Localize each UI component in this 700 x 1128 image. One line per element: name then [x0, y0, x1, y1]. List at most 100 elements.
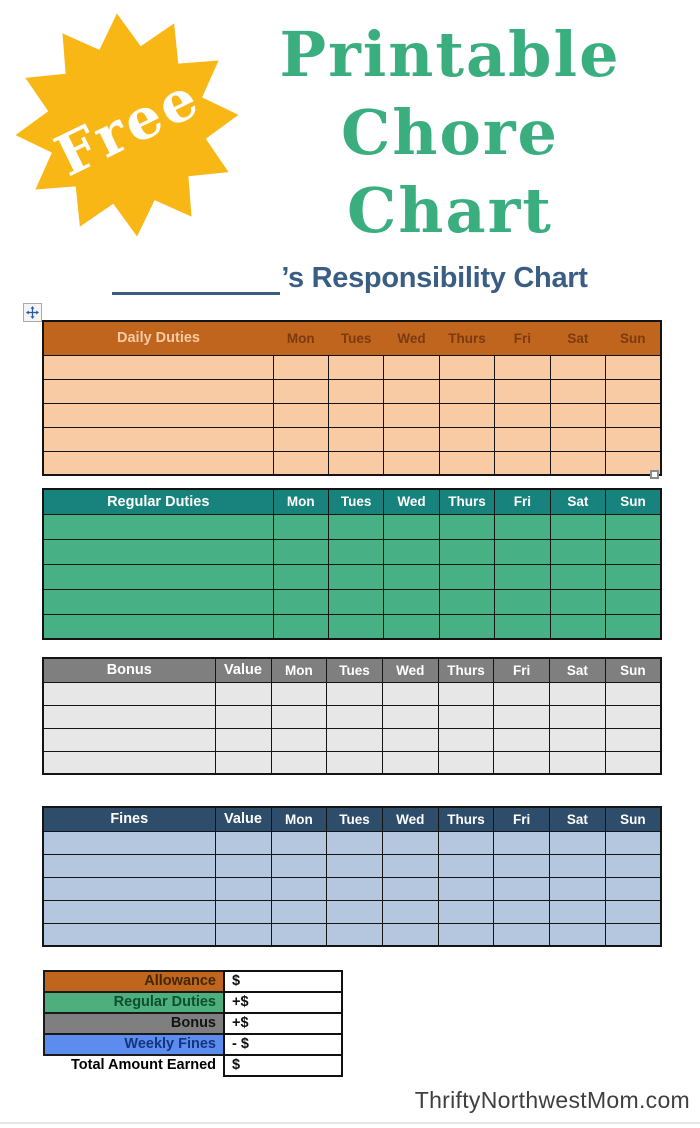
- blank-cell: [437, 727, 495, 752]
- blank-row: [42, 750, 662, 775]
- table-title-cell: Bonus: [42, 657, 216, 683]
- blank-cell: [381, 899, 439, 924]
- blank-cell: [494, 563, 551, 590]
- blank-cell: [437, 899, 495, 924]
- blank-cell: [326, 750, 383, 775]
- day-header-cell: Mon: [272, 488, 329, 515]
- value-header-cell: Value: [214, 657, 272, 683]
- blank-cell: [381, 853, 439, 878]
- blank-cell: [438, 588, 496, 615]
- summary-row-allowance: Allowance $: [43, 970, 343, 993]
- blank-cell: [381, 704, 439, 729]
- blank-cell: [494, 450, 551, 476]
- title-line-3: Chart: [347, 174, 553, 247]
- blank-cell: [270, 750, 328, 775]
- value-header-cell: Value: [214, 806, 272, 832]
- day-header-cell: Thurs: [438, 488, 496, 515]
- blank-cell: [493, 727, 551, 752]
- blank-cell: [327, 613, 385, 640]
- blank-cell: [605, 378, 662, 404]
- blank-cell: [42, 750, 216, 775]
- blank-cell: [493, 899, 551, 924]
- day-header-cell: Fri: [494, 488, 551, 515]
- blank-cell: [42, 354, 274, 380]
- blank-cell: [493, 750, 551, 775]
- day-header-cell: Wed: [381, 806, 439, 832]
- fines-table: Fines Value Mon Tues Wed Thurs Fri Sat Sun: [42, 806, 662, 947]
- blank-cell: [549, 450, 607, 476]
- blank-cell: [270, 899, 328, 924]
- blank-row: [42, 426, 662, 452]
- day-header-cell: Sat: [550, 320, 606, 356]
- site-watermark: ThriftyNorthwestMom.com: [414, 1087, 690, 1113]
- blank-row: [42, 899, 662, 924]
- blank-cell: [326, 899, 383, 924]
- day-header-cell: Wed: [383, 320, 440, 356]
- blank-cell: [272, 513, 329, 540]
- regular-duties-table: Regular Duties Mon Tues Wed Thurs Fri Sat Sun: [42, 488, 662, 640]
- blank-cell: [270, 876, 328, 901]
- blank-cell: [326, 830, 383, 855]
- summary-label: Weekly Fines: [43, 1033, 225, 1056]
- blank-cell: [605, 563, 662, 590]
- blank-row: [42, 378, 662, 404]
- summary-label: Total Amount Earned: [71, 1057, 216, 1073]
- blank-cell: [549, 513, 607, 540]
- summary-value: +$: [223, 1012, 343, 1035]
- blank-cell: [494, 378, 551, 404]
- summary-value: $: [223, 970, 343, 993]
- blank-cell: [326, 853, 383, 878]
- title-line-2: Chore: [341, 96, 559, 169]
- blank-cell: [549, 354, 607, 380]
- blank-cell: [42, 563, 274, 590]
- blank-cell: [493, 853, 551, 878]
- blank-cell: [272, 450, 329, 476]
- allowance-summary-table: Allowance $ Regular Duties +$ Bonus +$ W…: [43, 970, 343, 1077]
- blank-cell: [272, 378, 329, 404]
- blank-cell: [494, 402, 551, 428]
- blank-cell: [381, 922, 439, 947]
- day-header-cell: Thurs: [437, 806, 495, 832]
- blank-cell: [326, 922, 383, 947]
- page-title: Printable Chore Chart: [230, 16, 670, 250]
- summary-label: Allowance: [43, 970, 225, 993]
- blank-cell: [494, 354, 551, 380]
- regular-duties-header: Regular Duties Mon Tues Wed Thurs Fri Sat Sun: [42, 488, 662, 515]
- blank-cell: [383, 613, 440, 640]
- day-header-cell: Thurs: [437, 657, 495, 683]
- blank-cell: [493, 681, 551, 706]
- blank-cell: [605, 402, 662, 428]
- blank-cell: [493, 830, 551, 855]
- blank-cell: [549, 681, 606, 706]
- blank-cell: [327, 426, 385, 452]
- day-header-cell: Thurs: [439, 320, 495, 356]
- summary-value: +$: [223, 991, 343, 1014]
- day-header-cell: Sun: [604, 806, 662, 832]
- blank-cell: [605, 613, 662, 640]
- bonus-table: Bonus Value Mon Tues Wed Thurs Fri Sat Sun: [42, 657, 662, 775]
- blank-row: [42, 402, 662, 428]
- blank-cell: [270, 681, 328, 706]
- day-header-cell: Mon: [270, 806, 328, 832]
- blank-row: [42, 613, 662, 640]
- blank-cell: [272, 563, 329, 590]
- blank-cell: [549, 426, 607, 452]
- blank-row: [42, 450, 662, 476]
- blank-cell: [326, 681, 383, 706]
- blank-cell: [214, 727, 272, 752]
- blank-cell: [270, 727, 328, 752]
- blank-cell: [42, 727, 216, 752]
- blank-cell: [326, 727, 383, 752]
- blank-cell: [214, 899, 272, 924]
- blank-cell: [494, 513, 551, 540]
- blank-row: [42, 876, 662, 901]
- blank-cell: [270, 922, 328, 947]
- blank-cell: [437, 750, 495, 775]
- blank-cell: [327, 402, 385, 428]
- day-header-cell: Sun: [605, 488, 662, 515]
- blank-cell: [494, 426, 551, 452]
- blank-cell: [437, 876, 495, 901]
- day-header-cell: Tues: [326, 657, 383, 683]
- blank-cell: [214, 681, 272, 706]
